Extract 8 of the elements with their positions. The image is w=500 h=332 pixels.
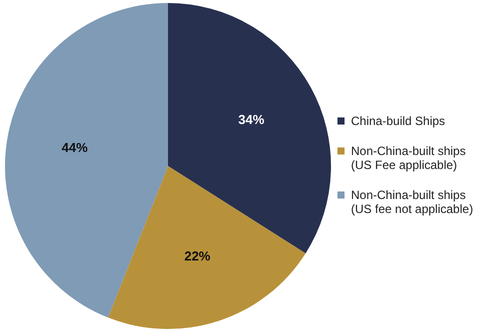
legend-label: China-build Ships bbox=[351, 114, 446, 128]
legend-label: Non-China-built ships (US fee not applicable) bbox=[351, 188, 474, 216]
data-label: 44% bbox=[62, 140, 88, 156]
pie-slice bbox=[108, 166, 306, 329]
data-label: 34% bbox=[238, 112, 265, 128]
data-label: 22% bbox=[184, 248, 211, 264]
pie-slice bbox=[5, 3, 168, 318]
legend-label: Non-China-built ships (US Fee applicable) bbox=[351, 144, 466, 172]
